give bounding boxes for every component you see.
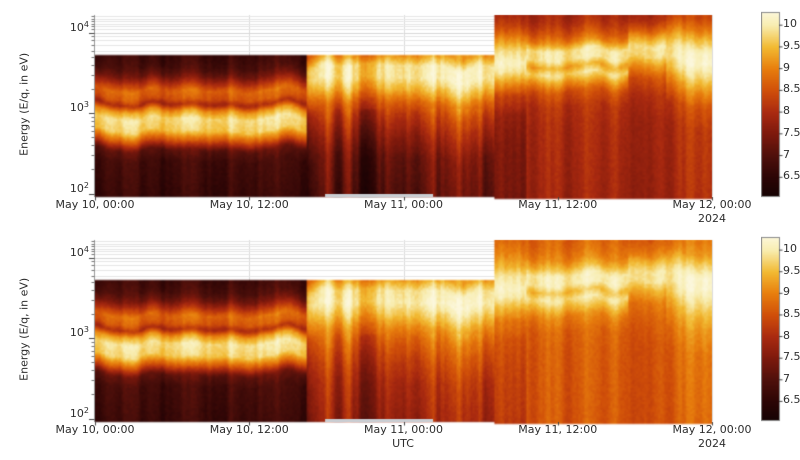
colorbar-tick-label: 7 xyxy=(783,371,790,385)
x-tick-label: May 10, 00:00 xyxy=(55,423,135,436)
y-tick-label: 104 xyxy=(69,19,89,34)
y-tick-label: 104 xyxy=(69,244,89,259)
colorbar-tick-label: 6.5 xyxy=(783,393,800,407)
y-tick-label: 103 xyxy=(69,325,89,340)
colorbar-tick-label: 7 xyxy=(783,147,790,161)
colorbar-tick-label: 8.5 xyxy=(783,306,800,320)
colorbar-canvas-top xyxy=(761,8,787,204)
colorbar-tick-label: 10 xyxy=(783,17,797,31)
y-tick-label: 102 xyxy=(69,405,89,420)
colorbar-tick-label: 7.5 xyxy=(783,350,800,364)
x-tick-label: May 11, 12:00 xyxy=(518,198,598,211)
x-tick-label: May 10, 12:00 xyxy=(209,423,289,436)
colorbar-tick-label: 8 xyxy=(783,328,790,342)
year-label-bottom: 2024 xyxy=(698,437,726,450)
year-label-top: 2024 xyxy=(698,212,726,225)
x-tick-label: May 12, 00:00 xyxy=(672,423,752,436)
colorbar-tick-label: 6.5 xyxy=(783,169,800,183)
colorbar-tick-label: 9.5 xyxy=(783,38,800,52)
y-tick-label: 102 xyxy=(69,180,89,195)
colorbar-canvas-bottom xyxy=(761,233,787,429)
x-tick-label: May 10, 12:00 xyxy=(209,198,289,211)
utc-axis-label: UTC xyxy=(392,437,414,450)
x-tick-label: May 11, 12:00 xyxy=(518,423,598,436)
colorbar-tick-label: 8 xyxy=(783,104,790,118)
colorbar-tick-label: 9.5 xyxy=(783,263,800,277)
x-tick-label: May 10, 00:00 xyxy=(55,198,135,211)
x-tick-label: May 12, 00:00 xyxy=(672,198,752,211)
energy-axis-label-top: Energy (E/q, in eV) xyxy=(17,52,31,156)
x-tick-label: May 11, 00:00 xyxy=(364,423,443,436)
y-tick-label: 103 xyxy=(69,100,89,115)
spectrogram-canvas-top xyxy=(85,10,717,210)
colorbar-tick-label: 9 xyxy=(783,60,790,74)
energy-axis-label-bottom: Energy (E/q, in eV) xyxy=(17,277,31,381)
colorbar-tick-label: 9 xyxy=(783,285,790,299)
colorbar-tick-label: 10 xyxy=(783,242,797,256)
colorbar-tick-label: 8.5 xyxy=(783,82,800,96)
x-tick-label: May 11, 00:00 xyxy=(364,198,443,211)
colorbar-tick-label: 7.5 xyxy=(783,125,800,139)
spectrogram-canvas-bottom xyxy=(85,235,717,435)
